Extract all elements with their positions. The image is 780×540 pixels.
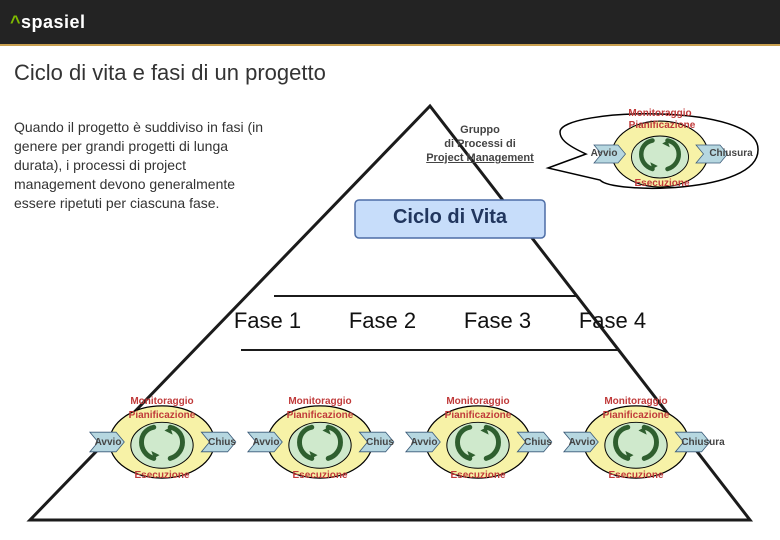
m2-close-label: Chius (360, 437, 400, 448)
m4-plan-label: Pianificazione (596, 410, 676, 421)
m2-start-label: Avvio (248, 437, 284, 448)
m2-exec-label: Esecuzione (280, 470, 360, 481)
bubble-plan-label: Pianificazione (622, 120, 702, 131)
m4-monitor-label: Monitoraggio (596, 396, 676, 407)
diagram: Gruppo di Processi di Project Management… (0, 90, 780, 530)
phase-3-label: Fase 3 (440, 308, 555, 334)
logo-text: spasiel (21, 12, 86, 32)
phase-row: Fase 1 Fase 2 Fase 3 Fase 4 (210, 308, 670, 334)
m1-plan-label: Pianificazione (122, 410, 202, 421)
m4-exec-label: Esecuzione (596, 470, 676, 481)
m3-exec-label: Esecuzione (438, 470, 518, 481)
m1-start-label: Avvio (90, 437, 126, 448)
bubble-monitor-label: Monitoraggio (620, 108, 700, 119)
m3-monitor-label: Monitoraggio (438, 396, 518, 407)
group-label-line1: Gruppo (410, 124, 550, 136)
bubble-close-label: Chiusura (704, 148, 758, 159)
group-label-line2: di Processi di (410, 138, 550, 150)
group-label-line3: Project Management (380, 152, 580, 164)
m2-plan-label: Pianificazione (280, 410, 360, 421)
bubble-start-label: Avvio (584, 148, 624, 159)
bubble-exec-label: Esecuzione (622, 178, 702, 189)
m2-monitor-label: Monitoraggio (280, 396, 360, 407)
m1-close-label: Chius (202, 437, 242, 448)
phase-2-label: Fase 2 (325, 308, 440, 334)
page-title: Ciclo di vita e fasi di un progetto (0, 46, 780, 96)
m4-start-label: Avvio (564, 437, 600, 448)
logo-arrow-icon: ^ (10, 12, 21, 32)
m1-monitor-label: Monitoraggio (122, 396, 202, 407)
m3-start-label: Avvio (406, 437, 442, 448)
m3-close-label: Chius (518, 437, 558, 448)
header: ^spasiel (0, 0, 780, 44)
phase-1-label: Fase 1 (210, 308, 325, 334)
ciclo-label: Ciclo di Vita (355, 206, 545, 229)
m3-plan-label: Pianificazione (438, 410, 518, 421)
m1-exec-label: Esecuzione (122, 470, 202, 481)
logo: ^spasiel (10, 12, 86, 33)
phase-4-label: Fase 4 (555, 308, 670, 334)
m4-close-label: Chiusura (676, 437, 730, 448)
